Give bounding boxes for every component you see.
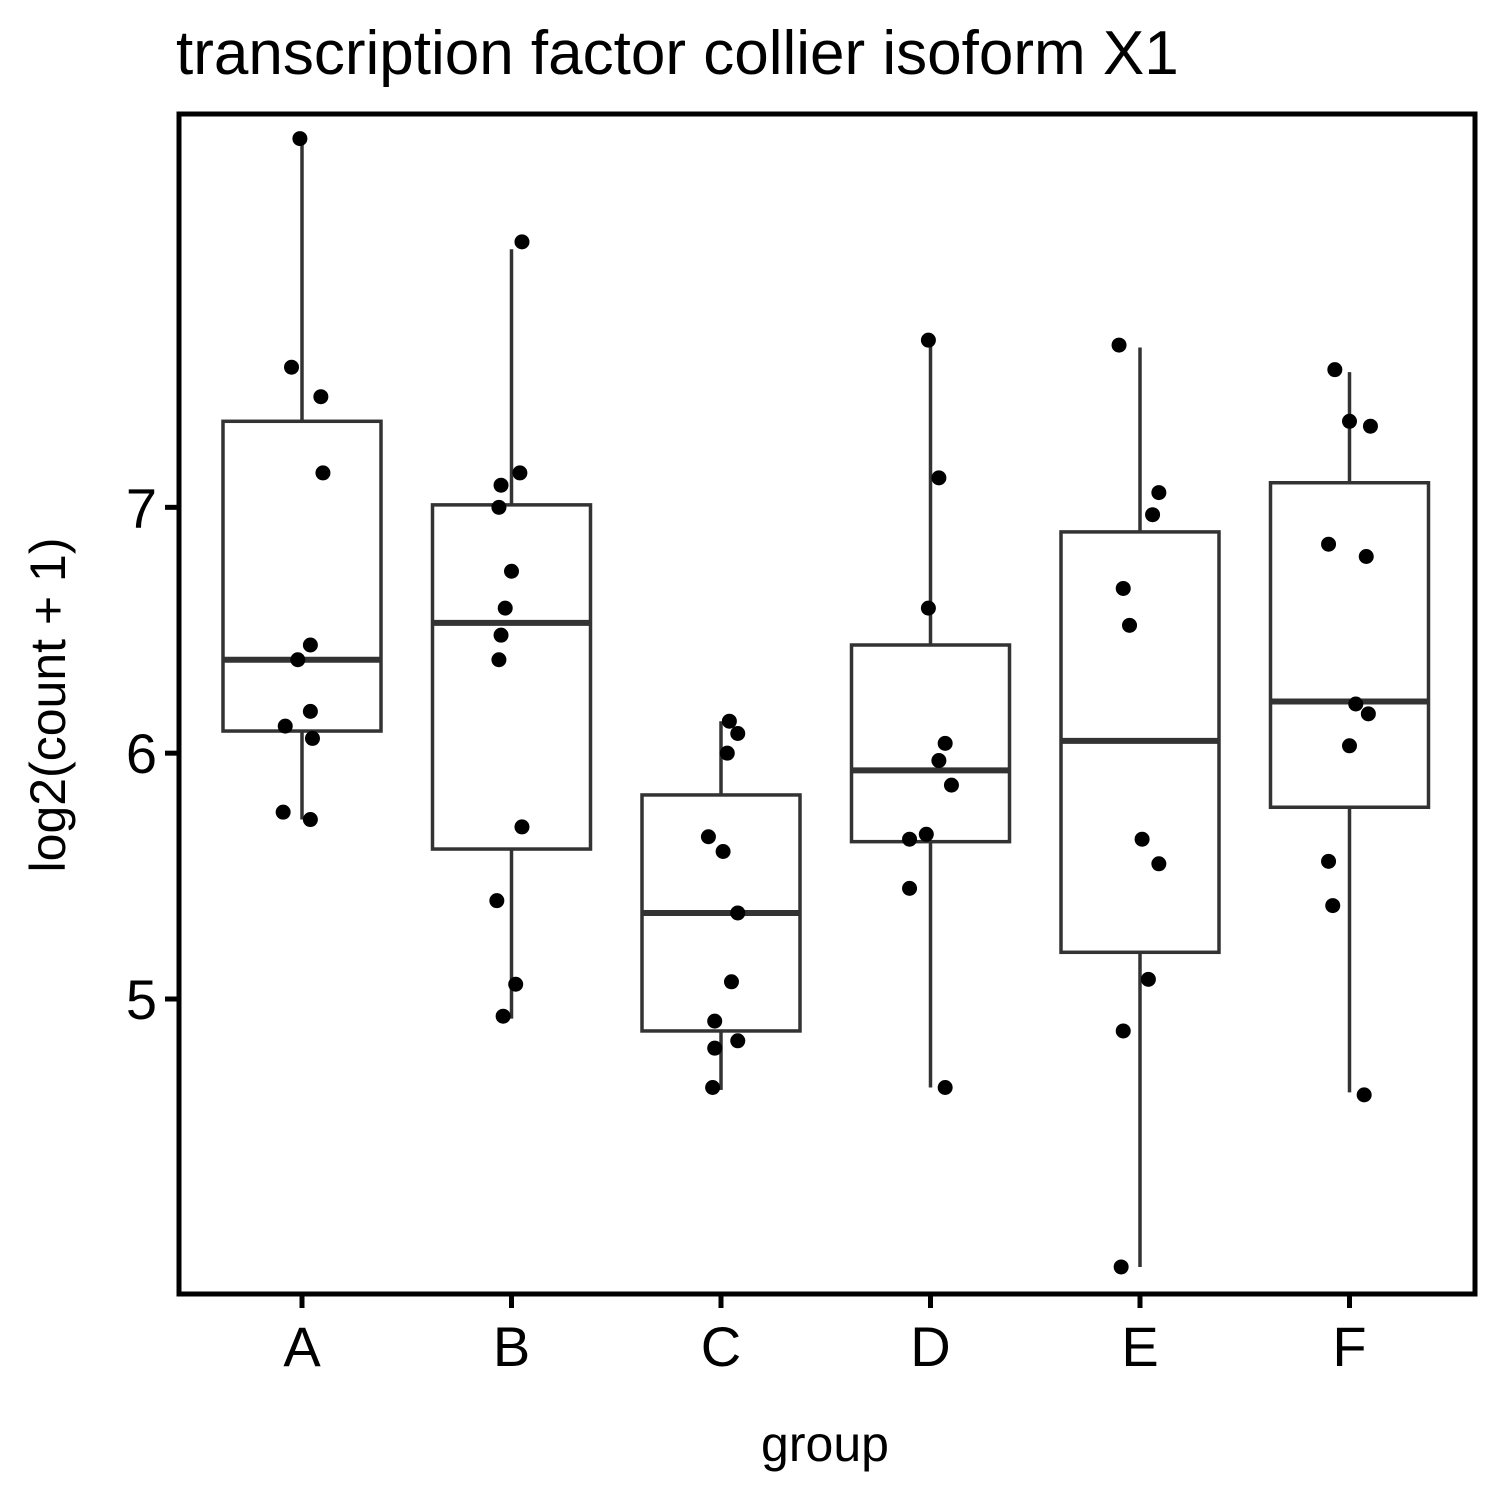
data-point bbox=[284, 359, 300, 375]
data-point bbox=[730, 1033, 746, 1049]
x-tick-label: E bbox=[1121, 1315, 1158, 1378]
data-point bbox=[937, 1080, 953, 1095]
data-point bbox=[931, 470, 947, 486]
data-point bbox=[277, 718, 293, 734]
data-point bbox=[707, 1013, 723, 1029]
y-tick-label: 6 bbox=[126, 722, 157, 785]
data-point bbox=[493, 477, 509, 493]
data-point bbox=[920, 600, 936, 616]
data-point bbox=[730, 726, 746, 741]
data-point bbox=[721, 713, 737, 729]
data-point bbox=[918, 826, 934, 842]
data-point bbox=[290, 652, 306, 668]
data-point bbox=[504, 563, 519, 579]
data-point bbox=[514, 819, 530, 835]
plot-border bbox=[176, 111, 1478, 1297]
data-point bbox=[275, 804, 291, 820]
data-point bbox=[302, 637, 318, 653]
data-point bbox=[902, 831, 918, 847]
data-point bbox=[730, 905, 746, 921]
data-point bbox=[1325, 898, 1341, 914]
data-point bbox=[920, 332, 936, 348]
data-point bbox=[315, 465, 331, 481]
data-point bbox=[1356, 1087, 1372, 1103]
data-point bbox=[1111, 337, 1127, 353]
data-point bbox=[512, 465, 528, 481]
data-point bbox=[700, 829, 716, 845]
data-point bbox=[1358, 549, 1374, 564]
data-point bbox=[707, 1040, 723, 1056]
x-axis-label: group bbox=[761, 1416, 889, 1472]
y-tick-label: 5 bbox=[126, 968, 157, 1031]
data-point bbox=[508, 976, 524, 992]
data-point bbox=[292, 131, 308, 147]
data-point bbox=[491, 652, 507, 668]
data-point bbox=[1113, 1259, 1129, 1275]
data-point bbox=[1122, 617, 1138, 633]
data-point bbox=[723, 974, 739, 990]
data-point bbox=[1360, 706, 1376, 722]
data-point bbox=[1140, 971, 1156, 987]
data-point bbox=[1327, 362, 1343, 378]
data-point bbox=[1321, 853, 1337, 869]
x-tick-label: A bbox=[283, 1315, 321, 1378]
data-point bbox=[1151, 856, 1167, 872]
data-point bbox=[491, 499, 507, 515]
data-point bbox=[304, 730, 320, 746]
x-tick-label: B bbox=[493, 1315, 530, 1378]
y-tick-label: 7 bbox=[126, 476, 157, 539]
box bbox=[430, 503, 593, 851]
data-point bbox=[715, 844, 731, 859]
data-point bbox=[719, 745, 735, 761]
x-tick-label: D bbox=[910, 1315, 950, 1378]
data-point bbox=[1115, 1023, 1131, 1039]
data-point bbox=[943, 777, 959, 793]
data-point bbox=[1151, 485, 1167, 501]
data-point bbox=[931, 753, 947, 769]
data-point bbox=[1362, 418, 1378, 434]
x-tick-label: C bbox=[701, 1315, 741, 1378]
box bbox=[221, 419, 383, 733]
box bbox=[1268, 481, 1431, 809]
data-point bbox=[302, 703, 318, 719]
data-point bbox=[1342, 738, 1357, 754]
data-point bbox=[705, 1080, 721, 1095]
chart-title: transcription factor collier isoform X1 bbox=[176, 19, 1179, 88]
data-point bbox=[1321, 536, 1337, 552]
data-point bbox=[489, 893, 505, 909]
box bbox=[849, 643, 1012, 844]
data-point bbox=[1348, 696, 1364, 712]
data-point bbox=[902, 880, 918, 896]
data-point bbox=[937, 735, 953, 751]
x-tick-label: F bbox=[1332, 1315, 1366, 1378]
y-axis-label: log2(count + 1) bbox=[20, 537, 76, 873]
data-point bbox=[313, 389, 329, 405]
data-point bbox=[1134, 831, 1150, 847]
data-point bbox=[495, 1008, 511, 1024]
data-point bbox=[493, 627, 509, 643]
data-point bbox=[497, 600, 513, 616]
data-point bbox=[1115, 580, 1131, 596]
data-point bbox=[1342, 413, 1357, 429]
data-point bbox=[1145, 507, 1161, 523]
data-point bbox=[514, 234, 530, 250]
data-point bbox=[302, 812, 318, 828]
